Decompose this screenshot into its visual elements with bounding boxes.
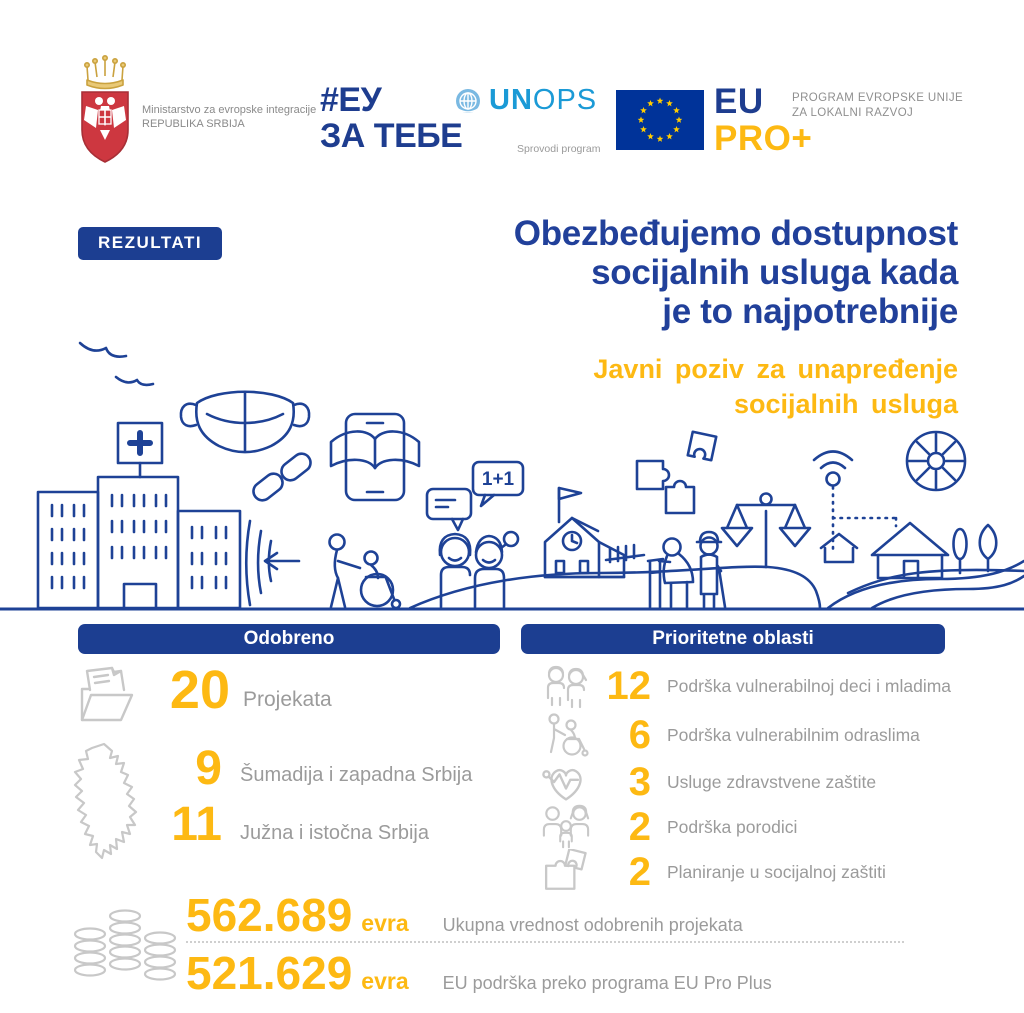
trees-icon (952, 523, 998, 575)
unops-un: UN (489, 84, 533, 116)
funding-unit: evra (361, 968, 409, 994)
priority-count: 12 (606, 663, 652, 708)
bubble-text: 1+1 (482, 469, 515, 490)
priority-row: 2 Planiranje u socijalnoj zaštiti (541, 849, 886, 895)
unops-logo: UNOPS (454, 84, 597, 117)
subtitle-line2: socijalnih usluga (733, 389, 958, 419)
eupro-eu: EU (714, 82, 764, 121)
eu-flag-icon (616, 90, 704, 150)
wifi-antenna-icon (812, 450, 898, 551)
priority-count: 3 (628, 759, 651, 804)
subtitle-line1: Javni poziv za unapređenje (593, 354, 958, 384)
tagline-line2: ZA LOKALNI RAZVOJ (792, 107, 914, 119)
sun-wheel-icon (905, 430, 967, 492)
priority-row: 6 Podrška vulnerabilnim odraslima (541, 712, 920, 758)
page-title: Obezbeđujemo dostupnost socijalnih uslug… (513, 214, 959, 331)
serbia-map-icon (73, 742, 138, 860)
eu-za-tebe-logo: #ЕУ ЗА ТЕБЕ (320, 81, 463, 155)
campaign-line1: #ЕУ (320, 81, 382, 119)
eupro-pro: PRO+ (714, 119, 813, 158)
region-label: Šumadija i zapadna Srbija (240, 764, 473, 786)
children-pair-icon (438, 530, 520, 609)
priority-row: 12 Podrška vulnerabilnoj deci i mladima (541, 663, 951, 709)
priority-row: 2 Podrška porodici (541, 804, 797, 850)
justice-scales-icon (720, 492, 812, 569)
priority-label: Usluge zdravstvene zaštite (667, 771, 877, 792)
priority-label: Podrška vulnerabilnim odraslima (667, 724, 920, 745)
coins-icon (73, 909, 177, 981)
wheelchair-assist-icon (541, 712, 591, 758)
priority-count: 2 (628, 804, 651, 849)
title-line1: Obezbeđujemo dostupnost (513, 214, 959, 253)
funding-label: EU podrška preko programa EU Pro Plus (442, 973, 772, 993)
ebook-phone-icon (329, 412, 421, 502)
funding-value: 521.629 (186, 947, 353, 999)
projects-count: 20 (169, 660, 230, 720)
projects-label: Projekata (243, 688, 332, 711)
folder-documents-icon (80, 666, 134, 722)
accessibility-waves-icon (244, 519, 301, 607)
community-services-illustration: 1+1 (0, 341, 1024, 611)
priority-label: Podrška porodici (667, 816, 798, 837)
school-building-icon (543, 486, 646, 579)
hospital-building-icon (36, 421, 242, 610)
serbia-coat-of-arms-icon (81, 54, 129, 163)
funding-value: 562.689 (186, 889, 353, 941)
priority-count: 6 (628, 712, 651, 757)
priority-count: 2 (628, 849, 651, 894)
region-count: 11 (171, 798, 222, 851)
bird-icon (114, 375, 155, 387)
speech-bubble-icon (425, 487, 473, 532)
ministry-line2: REPUBLIKA SRBIJA (142, 118, 245, 130)
puzzle-pieces-icon (635, 430, 718, 515)
small-house-icon (819, 532, 859, 564)
unops-caption: Sprovodi program (517, 143, 601, 155)
section-header-priorities: Prioritetne oblasti (521, 624, 945, 654)
funding-row: 521.629 evra EU podrška preko programa E… (186, 946, 772, 1000)
un-emblem-icon (456, 88, 480, 113)
family-icon (541, 804, 591, 850)
ministry-line1: Ministarstvo za evropske integracije (142, 104, 317, 116)
wheelchair-care-icon (328, 533, 402, 610)
heart-pulse-icon (541, 759, 591, 805)
face-mask-icon (179, 390, 311, 454)
puzzle-icon (541, 849, 591, 895)
campaign-line2: ЗА ТЕБЕ (320, 117, 463, 155)
section-header-approved: Odobreno (78, 624, 500, 654)
priority-label: Podrška vulnerabilnoj deci i mladima (667, 675, 952, 696)
priority-row: 3 Usluge zdravstvene zaštite (541, 759, 876, 805)
eupro-logo: EU PRO+ (714, 83, 812, 157)
ministry-name: Ministarstvo za evropske integracije REP… (142, 103, 316, 131)
elderly-couple-icon (646, 530, 727, 609)
priority-label: Planiranje u socijalnoj zaštiti (667, 861, 886, 882)
title-line3: je to najpotrebnije (662, 292, 958, 331)
large-house-icon (870, 521, 950, 580)
one-plus-one-bubble-icon: 1+1 (471, 460, 525, 508)
chain-link-icon (252, 452, 312, 502)
funding-label: Ukupna vrednost odobrenih projekata (442, 915, 743, 935)
funding-unit: evra (361, 910, 409, 936)
page-subtitle: Javni poziv za unapređenje socijalnih us… (593, 352, 958, 422)
region-label: Južna i istočna Srbija (240, 822, 429, 844)
unops-wordmark: UNOPS (489, 84, 597, 117)
hills-road-lines (408, 559, 1024, 610)
region-count: 9 (195, 742, 222, 795)
eupro-tagline: PROGRAM EVROPSKE UNIJE ZA LOKALNI RAZVOJ (792, 91, 963, 121)
bird-icon (78, 341, 128, 358)
funding-divider (186, 941, 904, 943)
tagline-line1: PROGRAM EVROPSKE UNIJE (792, 92, 964, 104)
results-badge: REZULTATI (78, 227, 223, 260)
funding-row: 562.689 evra Ukupna vrednost odobrenih p… (186, 888, 743, 942)
children-icon (541, 663, 591, 709)
unops-ops: OPS (532, 84, 598, 116)
title-line2: socijalnih usluga kada (591, 253, 958, 292)
